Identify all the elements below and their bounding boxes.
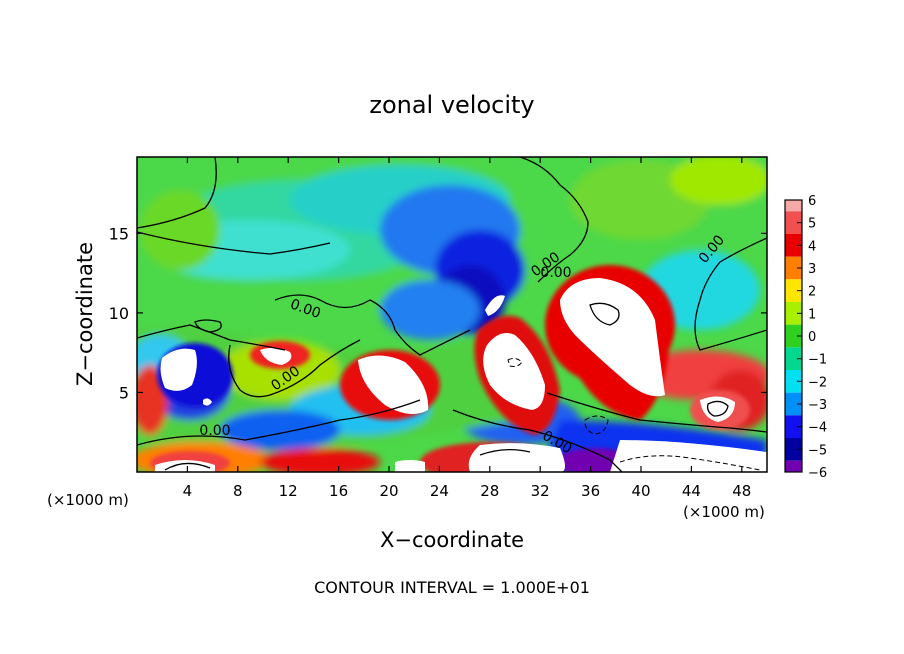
saturated-region: [358, 355, 429, 414]
x-unit-right: (×1000 m): [683, 503, 765, 521]
colorbar-segment: [785, 302, 802, 325]
saturated-region: [560, 278, 665, 397]
colorbar-tick-label: 1: [808, 307, 816, 322]
y-axis-label: Z−coordinate: [73, 242, 97, 386]
colorbar-segment: [785, 415, 802, 438]
x-tick-label: 12: [279, 482, 298, 500]
colorbar-tick-label: 2: [808, 285, 816, 300]
heatmap-field: [137, 157, 767, 472]
colorbar-tick-label: −4: [808, 421, 827, 436]
colorbar-segment: [785, 279, 802, 302]
contour-label: 0.00: [540, 265, 571, 281]
contour-label: 0.00: [199, 423, 230, 439]
saturated-region: [260, 347, 292, 365]
colorbar-tick-label: −6: [808, 466, 827, 481]
colorbar-tick-label: −1: [808, 353, 827, 368]
x-tick-label: 24: [430, 482, 449, 500]
colorbar-tick-label: 4: [808, 239, 816, 254]
colorbar-segment: [785, 234, 802, 257]
colorbar-segment: [785, 324, 802, 348]
colorbar-segment: [785, 200, 802, 212]
x-tick-label: 36: [581, 482, 600, 500]
colorbar-tick-label: 5: [808, 217, 816, 232]
x-tick-label: 32: [531, 482, 550, 500]
colorbar-segment: [785, 392, 802, 416]
x-tick-label: 28: [480, 482, 499, 500]
x-tick-label: 4: [183, 482, 193, 500]
x-unit-left: (×1000 m): [47, 491, 129, 509]
colorbar-tick-label: 0: [808, 330, 816, 345]
x-axis-label: X−coordinate: [380, 528, 524, 552]
x-tick-label: 8: [233, 482, 243, 500]
x-tick-label: 20: [379, 482, 398, 500]
colorbar-tick-label: 6: [808, 194, 816, 209]
colorbar-segment: [785, 211, 802, 234]
x-axis: 4 8 12 16 20 24 28 32 36 40 44 48: [183, 157, 751, 500]
colorbar: 6 5 4 3 2 1 0 −1 −2 −3 −4 −5 −6: [784, 194, 827, 481]
colorbar-segment: [785, 438, 802, 461]
saturated-region: [203, 398, 212, 406]
colorbar-segment: [785, 256, 802, 280]
saturated-region: [395, 460, 425, 472]
plot-frame: [136, 156, 768, 473]
contour-interval-note: CONTOUR INTERVAL = 1.000E+01: [314, 578, 590, 597]
y-axis: 5 10 15: [109, 224, 767, 402]
saturated-region: [485, 295, 505, 316]
saturated-region: [155, 460, 215, 472]
chart-title: zonal velocity: [369, 91, 534, 119]
x-tick-label: 48: [732, 482, 751, 500]
x-tick-label: 44: [682, 482, 701, 500]
saturated-region: [700, 396, 735, 422]
colorbar-tick-label: −2: [808, 375, 827, 390]
y-tick-label: 10: [109, 304, 129, 323]
y-tick-label: 5: [119, 383, 129, 402]
colorbar-tick-label: 3: [808, 262, 816, 277]
y-tick-label: 15: [109, 224, 129, 243]
saturated-region: [483, 332, 545, 410]
colorbar-segment: [785, 347, 802, 370]
colorbar-tick-label: −3: [808, 398, 827, 413]
x-tick-label: 16: [329, 482, 348, 500]
saturated-region: [468, 443, 565, 472]
colorbar-segment: [785, 460, 802, 472]
colorbar-segment: [785, 370, 802, 393]
x-tick-label: 40: [631, 482, 650, 500]
saturated-region: [160, 348, 197, 391]
colorbar-tick-label: −5: [808, 443, 827, 458]
